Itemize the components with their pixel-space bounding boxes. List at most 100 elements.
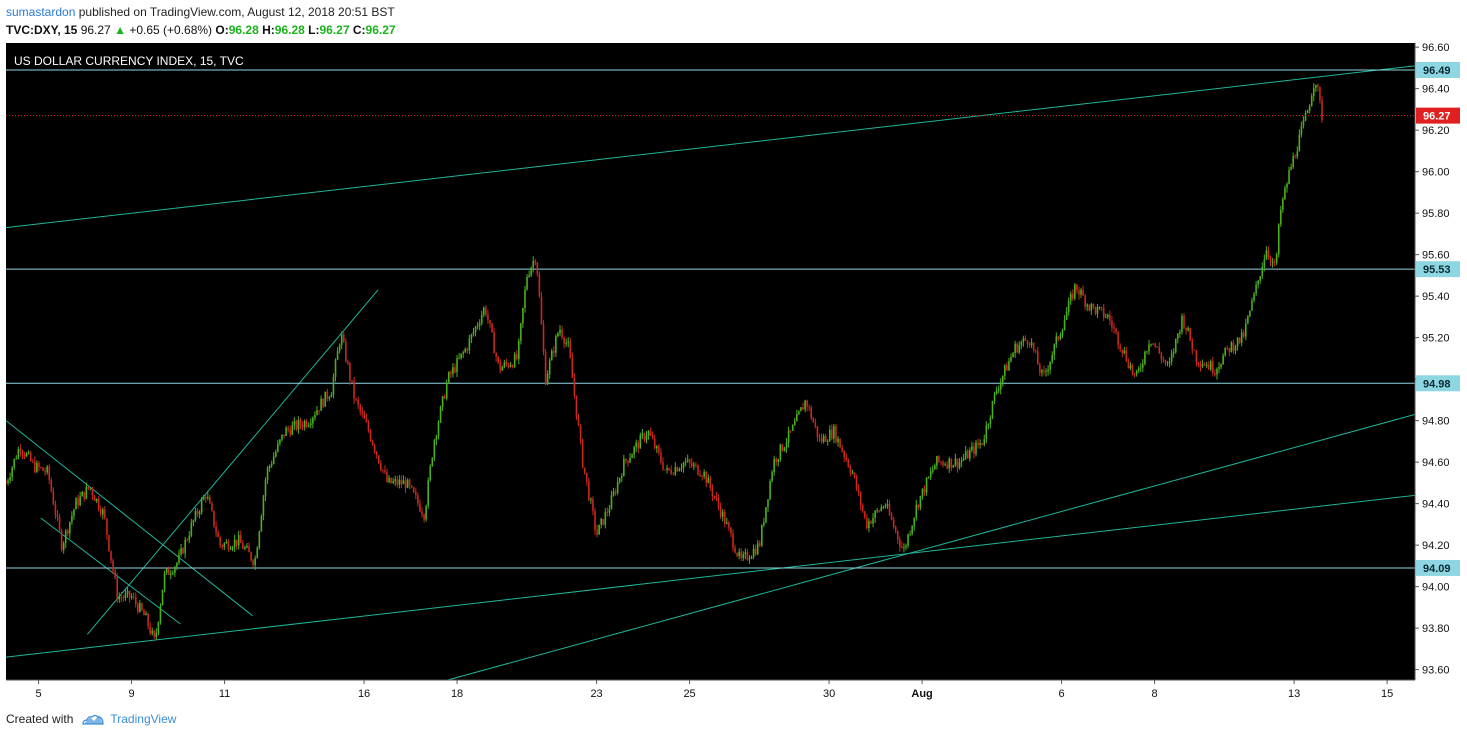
candle-body bbox=[740, 551, 743, 559]
candle-body bbox=[342, 334, 345, 342]
last-price: 96.27 bbox=[80, 23, 111, 37]
candle-body bbox=[989, 417, 992, 425]
y-tick-label: 93.60 bbox=[1422, 665, 1450, 677]
candle-body bbox=[458, 357, 460, 359]
candle-body bbox=[1115, 328, 1117, 333]
candle-body bbox=[934, 465, 936, 470]
candle-body bbox=[793, 421, 796, 426]
candle-body bbox=[285, 427, 287, 436]
candle-body bbox=[1016, 343, 1018, 353]
candle-body bbox=[15, 458, 18, 460]
high-value: 96.28 bbox=[274, 23, 305, 37]
open-label: O: bbox=[215, 23, 229, 37]
candle-body bbox=[324, 391, 327, 407]
candle-body bbox=[1049, 361, 1051, 370]
candle-body bbox=[172, 573, 174, 574]
candle-body bbox=[1139, 367, 1142, 369]
candle-body bbox=[398, 479, 401, 485]
candle-body bbox=[1257, 280, 1259, 285]
candle-body bbox=[701, 476, 703, 477]
candle-body bbox=[966, 450, 969, 459]
candle-body bbox=[1253, 293, 1255, 301]
candle-body bbox=[645, 435, 648, 440]
candle-body bbox=[573, 378, 576, 396]
candle-body bbox=[946, 464, 948, 469]
candle-body bbox=[1238, 337, 1241, 343]
chart-plot-background bbox=[6, 43, 1415, 680]
candle-body bbox=[1259, 276, 1262, 281]
candle-body bbox=[958, 462, 961, 468]
candle-body bbox=[314, 414, 316, 418]
candle-body bbox=[1127, 361, 1130, 369]
ticker-line: TVC:DXY, 15 96.27 ▲ +0.65 (+0.68%) O:96.… bbox=[6, 21, 1457, 39]
candle-body bbox=[1135, 371, 1138, 374]
candle-body bbox=[837, 438, 839, 443]
candle-body bbox=[536, 262, 539, 275]
candle-body bbox=[1059, 334, 1062, 340]
tradingview-logo[interactable]: TradingView bbox=[81, 712, 176, 726]
candle-body bbox=[896, 530, 899, 540]
candle-body bbox=[161, 589, 164, 606]
close-value: 96.27 bbox=[365, 23, 396, 37]
candle-body bbox=[1067, 300, 1070, 312]
time-axis[interactable]: 5 9 11 16 18 23 25 30 Aug 6 8 13 15 bbox=[35, 680, 1393, 700]
candle-body bbox=[538, 274, 541, 297]
candle-body bbox=[1298, 134, 1301, 152]
candle-body bbox=[1172, 351, 1175, 354]
candle-body bbox=[176, 562, 178, 567]
candle-body bbox=[91, 488, 94, 496]
candle-body bbox=[394, 479, 397, 482]
candle-body bbox=[571, 357, 574, 379]
candle-body bbox=[812, 418, 815, 423]
candle-body bbox=[1012, 353, 1014, 358]
candle-body bbox=[1300, 125, 1303, 135]
candle-body bbox=[592, 499, 594, 511]
author-link[interactable]: sumastardon bbox=[6, 5, 76, 19]
candle-body bbox=[1078, 290, 1080, 295]
candle-body bbox=[301, 425, 304, 428]
candle-body bbox=[244, 547, 246, 549]
candle-body bbox=[612, 491, 615, 496]
candle-body bbox=[283, 434, 285, 436]
candle-body bbox=[143, 610, 145, 616]
candle-body bbox=[664, 469, 666, 471]
candle-body bbox=[880, 507, 883, 511]
candle-body bbox=[268, 465, 271, 468]
candle-body bbox=[128, 590, 131, 598]
candle-body bbox=[833, 426, 835, 439]
candle-body bbox=[1076, 284, 1078, 291]
candle-body bbox=[1179, 332, 1181, 334]
candle-body bbox=[108, 535, 110, 551]
candle-body bbox=[637, 442, 640, 449]
candle-body bbox=[1034, 350, 1037, 352]
candle-body bbox=[1055, 336, 1058, 345]
candle-body bbox=[410, 485, 413, 488]
y-tick-label: 96.40 bbox=[1422, 84, 1450, 96]
candle-body bbox=[1312, 87, 1315, 97]
candle-body bbox=[1164, 360, 1167, 364]
candle-body bbox=[647, 431, 650, 436]
candle-body bbox=[13, 458, 16, 468]
candle-body bbox=[1205, 364, 1208, 366]
candle-body bbox=[672, 473, 675, 475]
candle-body bbox=[303, 421, 306, 428]
candle-body bbox=[159, 605, 162, 623]
candle-body bbox=[318, 410, 320, 412]
candle-body bbox=[419, 503, 421, 512]
price-chart[interactable]: US DOLLAR CURRENCY INDEX, 15, TVC 96.60 9… bbox=[6, 43, 1461, 707]
candle-body bbox=[25, 453, 28, 457]
candle-body bbox=[334, 359, 337, 378]
candle-body bbox=[1282, 198, 1284, 210]
candle-body bbox=[219, 537, 221, 546]
candle-body bbox=[60, 530, 63, 551]
candle-body bbox=[1020, 342, 1023, 346]
candle-body bbox=[277, 443, 279, 452]
candle-body bbox=[666, 467, 668, 470]
candle-body bbox=[153, 630, 156, 638]
candle-body bbox=[907, 534, 909, 546]
candle-body bbox=[950, 458, 953, 468]
candle-body bbox=[870, 521, 872, 524]
candle-body bbox=[1280, 209, 1282, 225]
candle-body bbox=[859, 491, 862, 506]
candle-body bbox=[1148, 344, 1150, 352]
